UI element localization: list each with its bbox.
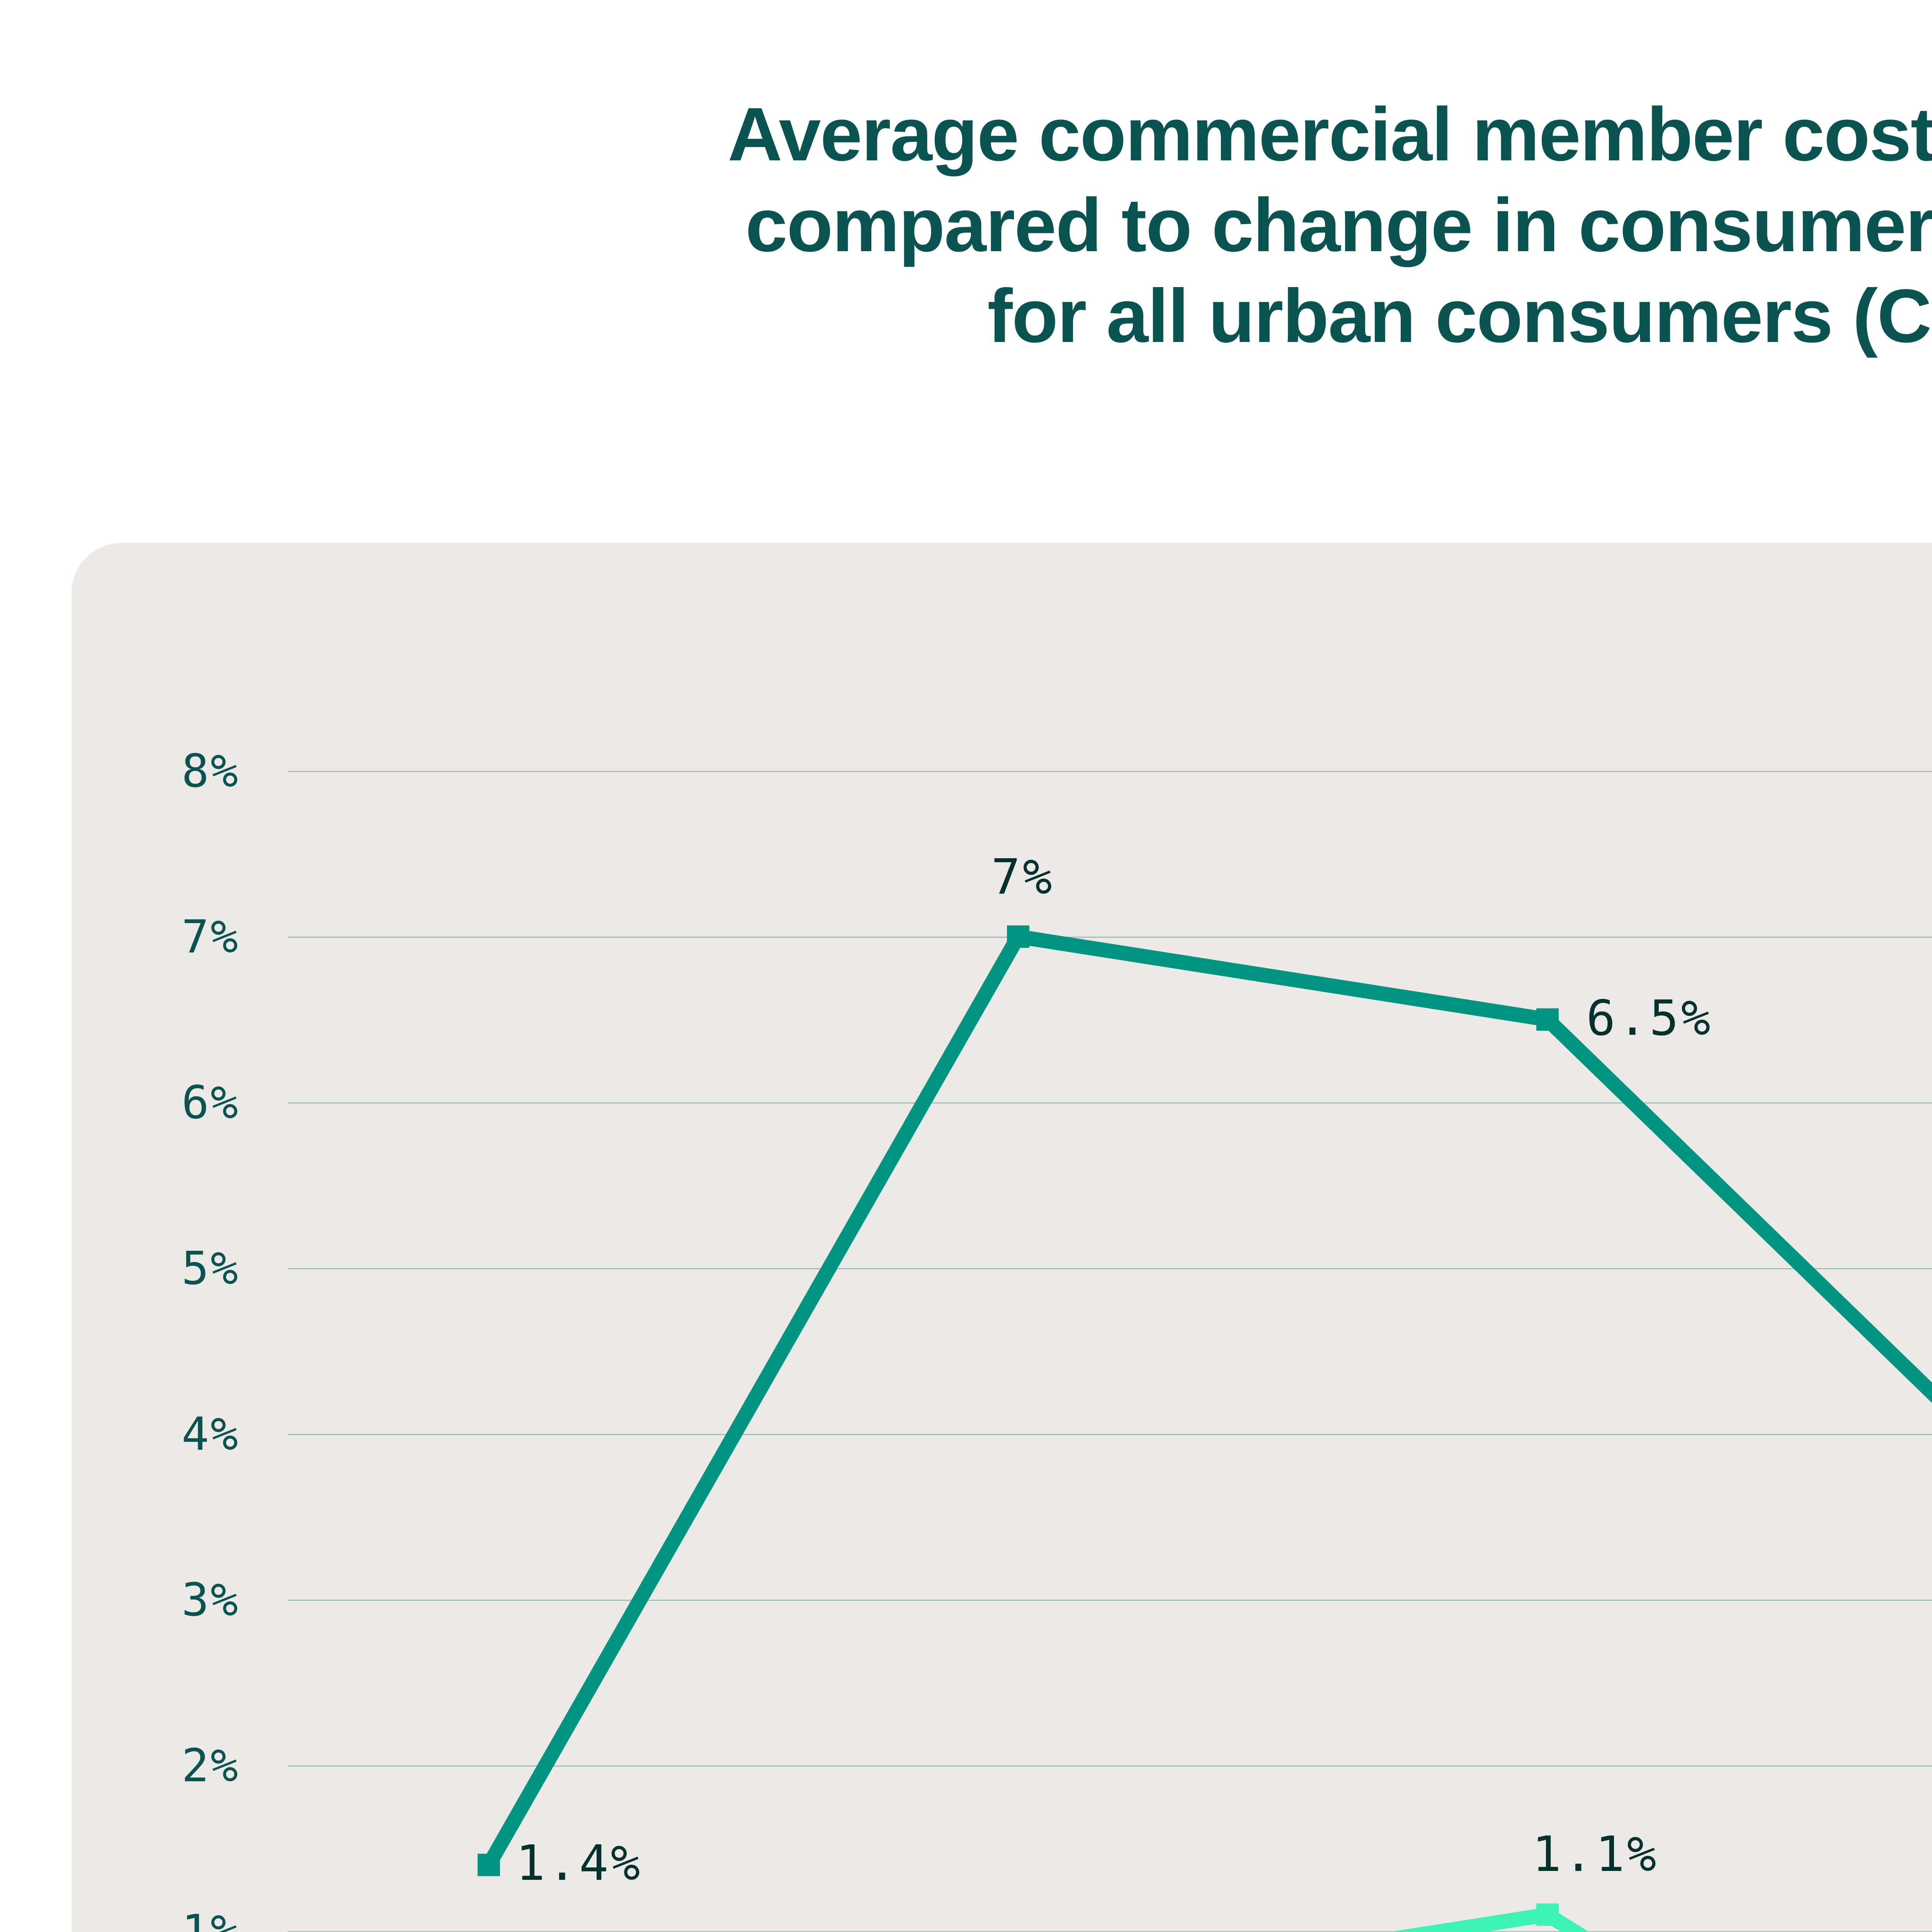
y-tick-label-5: 5% <box>181 1242 240 1295</box>
data-label: 1.4% <box>516 1835 643 1892</box>
gridline-6 <box>288 1102 1932 1104</box>
page-title: Average commercial member cost-share tre… <box>728 92 1932 359</box>
gridline-4 <box>288 1434 1932 1435</box>
y-tick-label-2: 2% <box>181 1739 240 1792</box>
y-tick-label-3: 3% <box>181 1573 240 1626</box>
y-axis: 8%7%6%5%4%3%2%1%0%-1%-2% <box>0 744 263 1932</box>
plot-area <box>288 771 1932 1932</box>
data-label: 1.1% <box>1532 1826 1659 1883</box>
gridline-5 <box>288 1268 1932 1269</box>
y-tick-label-4: 4% <box>181 1407 240 1461</box>
data-label: 7% <box>991 849 1054 905</box>
gridline-2 <box>288 1765 1932 1767</box>
gridline-7 <box>288 937 1932 938</box>
gridline-1 <box>288 1931 1932 1932</box>
gridline-8 <box>288 771 1932 772</box>
y-tick-label-8: 8% <box>181 744 240 798</box>
y-tick-label-6: 6% <box>181 1076 240 1129</box>
gridline-3 <box>288 1600 1932 1601</box>
data-label: 6.5% <box>1586 989 1713 1046</box>
y-tick-label-7: 7% <box>181 910 240 963</box>
y-tick-label-1: 1% <box>181 1905 240 1932</box>
